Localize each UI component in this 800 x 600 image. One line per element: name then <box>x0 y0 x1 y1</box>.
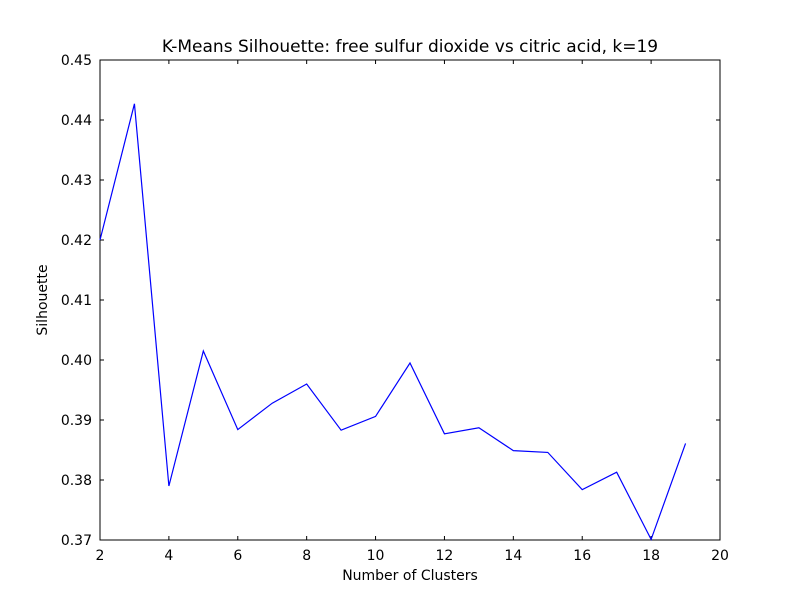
x-tick-label: 20 <box>711 548 729 564</box>
y-tick-label: 0.37 <box>61 533 92 549</box>
x-axis-ticks: 2 4 6 8 10 12 14 16 18 20 <box>96 60 729 564</box>
x-tick-label: 4 <box>164 548 173 564</box>
y-axis-label: Silhouette <box>35 264 51 335</box>
series-layer <box>99 103 687 541</box>
y-tick-label: 0.39 <box>61 413 92 429</box>
chart-title: K-Means Silhouette: free sulfur dioxide … <box>162 37 658 57</box>
series-line <box>99 103 687 541</box>
y-tick-label: 0.38 <box>61 473 92 489</box>
y-tick-label: 0.40 <box>61 353 92 369</box>
y-tick-label: 0.44 <box>61 113 92 129</box>
x-tick-label: 6 <box>233 548 242 564</box>
y-tick-label: 0.45 <box>61 53 92 69</box>
x-tick-label: 8 <box>302 548 311 564</box>
x-tick-label: 12 <box>436 548 454 564</box>
y-tick-label: 0.42 <box>61 233 92 249</box>
y-tick-label: 0.41 <box>61 293 92 309</box>
x-tick-label: 2 <box>96 548 105 564</box>
x-tick-label: 10 <box>367 548 385 564</box>
x-tick-label: 18 <box>642 548 660 564</box>
x-tick-label: 14 <box>504 548 522 564</box>
y-tick-label: 0.43 <box>61 173 92 189</box>
plot-area-frame <box>99 59 721 541</box>
x-tick-label: 16 <box>573 548 591 564</box>
y-axis-ticks: 0.37 0.38 0.39 0.40 0.41 0.42 0.43 0.44 0.45 <box>61 53 720 549</box>
x-axis-label: Number of Clusters <box>342 568 478 584</box>
